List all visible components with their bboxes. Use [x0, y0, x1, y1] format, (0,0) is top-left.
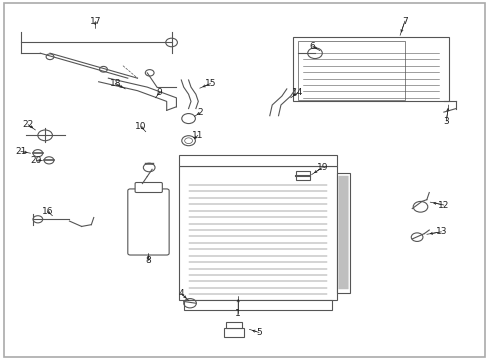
FancyBboxPatch shape [135, 183, 162, 193]
Text: 19: 19 [316, 163, 327, 172]
Bar [179, 155, 336, 166]
Text: 2: 2 [197, 108, 202, 117]
Bar [179, 166, 336, 300]
Bar [295, 171, 309, 180]
Bar [224, 328, 243, 337]
Text: 22: 22 [22, 120, 34, 129]
Text: 15: 15 [204, 79, 216, 88]
Text: 3: 3 [443, 117, 448, 126]
Bar [183, 300, 331, 310]
Text: 18: 18 [110, 79, 121, 88]
Text: 9: 9 [156, 88, 162, 97]
Text: 4: 4 [178, 289, 183, 298]
Text: 13: 13 [435, 227, 446, 236]
Bar [225, 322, 241, 328]
Text: 1: 1 [235, 309, 241, 318]
Text: 7: 7 [401, 17, 407, 26]
Text: 11: 11 [192, 131, 203, 140]
Text: 21: 21 [15, 147, 26, 156]
Bar [336, 173, 350, 293]
Text: 20: 20 [31, 156, 42, 165]
Bar [297, 41, 404, 100]
Text: 14: 14 [292, 88, 303, 97]
Text: 6: 6 [309, 41, 315, 50]
Text: 5: 5 [256, 328, 262, 337]
FancyBboxPatch shape [127, 189, 169, 255]
Text: 12: 12 [437, 201, 448, 210]
Text: 16: 16 [42, 207, 53, 216]
Text: 10: 10 [135, 122, 146, 131]
Bar [292, 37, 448, 102]
Text: 17: 17 [89, 17, 101, 26]
Text: 8: 8 [145, 256, 151, 265]
